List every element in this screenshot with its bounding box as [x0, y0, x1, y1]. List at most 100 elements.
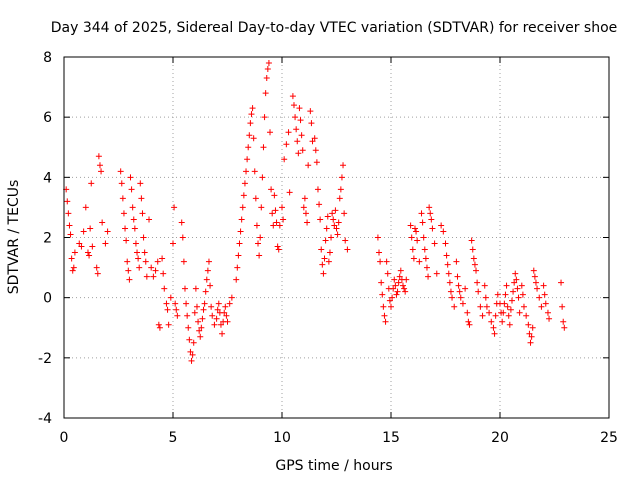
data-point: [296, 105, 303, 112]
data-point: [333, 225, 340, 232]
data-point: [154, 258, 161, 265]
data-point: [189, 351, 196, 358]
data-point: [280, 216, 287, 223]
data-point: [317, 216, 324, 223]
data-point: [80, 228, 87, 235]
data-point: [201, 300, 208, 307]
data-point: [302, 210, 309, 217]
data-point: [560, 318, 567, 325]
data-point: [93, 264, 100, 271]
data-point: [431, 240, 438, 247]
data-point: [409, 246, 416, 253]
data-point: [117, 168, 124, 175]
data-point: [507, 306, 514, 313]
data-point: [534, 285, 541, 292]
data-point: [506, 321, 513, 328]
data-point: [479, 312, 486, 319]
data-point: [304, 219, 311, 226]
data-point: [224, 318, 231, 325]
data-point: [309, 138, 316, 145]
data-point: [86, 252, 93, 259]
data-point: [196, 327, 203, 334]
data-point: [308, 120, 315, 127]
data-point: [384, 270, 391, 277]
data-point: [344, 246, 351, 253]
data-point: [136, 264, 143, 271]
y-tick-label: 4: [43, 170, 52, 186]
data-point: [516, 309, 523, 316]
data-point: [260, 144, 267, 151]
data-point: [559, 303, 566, 310]
data-point: [135, 255, 142, 262]
data-point: [285, 129, 292, 136]
data-point: [64, 198, 71, 205]
data-point: [183, 300, 190, 307]
data-point: [299, 147, 306, 154]
data-point: [200, 306, 207, 313]
data-point: [179, 234, 186, 241]
data-point: [325, 258, 332, 265]
data-point: [99, 219, 106, 226]
data-point: [66, 222, 73, 229]
x-tick-label: 25: [600, 430, 618, 446]
data-point: [292, 114, 299, 121]
data-point: [272, 207, 279, 214]
data-point: [98, 168, 105, 175]
data-point: [468, 237, 475, 244]
y-tick-label: 0: [43, 291, 52, 307]
y-tick-label: 2: [43, 231, 52, 247]
data-point: [328, 234, 335, 241]
data-point: [219, 330, 226, 337]
data-point: [198, 324, 205, 331]
data-point: [160, 270, 167, 277]
data-point: [324, 213, 331, 220]
y-tick-label: 6: [43, 110, 52, 126]
data-point: [234, 264, 241, 271]
data-point: [127, 174, 134, 181]
data-point: [381, 312, 388, 319]
data-point: [286, 189, 293, 196]
data-point: [483, 303, 490, 310]
data-point: [445, 270, 452, 277]
data-point: [251, 168, 258, 175]
x-tick-label: 20: [491, 430, 509, 446]
y-tick-label: 8: [43, 50, 52, 66]
data-point: [298, 132, 305, 139]
data-point: [192, 285, 199, 292]
data-point: [474, 279, 481, 286]
data-point: [314, 186, 321, 193]
data-point: [482, 294, 489, 301]
data-point: [141, 249, 148, 256]
data-point: [558, 279, 565, 286]
data-point: [379, 291, 386, 298]
data-point: [275, 246, 282, 253]
data-point: [488, 318, 495, 325]
data-point: [258, 204, 265, 211]
data-point: [440, 228, 447, 235]
data-point: [65, 210, 72, 217]
data-point: [281, 156, 288, 163]
data-point: [181, 285, 188, 292]
data-point: [444, 261, 451, 268]
data-point: [214, 306, 221, 313]
data-point: [186, 336, 193, 343]
data-point: [330, 216, 337, 223]
data-point: [541, 291, 548, 298]
data-point: [188, 357, 195, 364]
data-point: [78, 243, 85, 250]
data-point: [499, 318, 506, 325]
data-point: [376, 249, 383, 256]
data-point: [129, 204, 136, 211]
data-point: [336, 195, 343, 202]
data-point: [87, 225, 94, 232]
data-point: [442, 240, 449, 247]
data-point: [270, 222, 277, 229]
data-point: [421, 246, 428, 253]
data-point: [382, 318, 389, 325]
data-point: [530, 267, 537, 274]
x-tick-label: 10: [273, 430, 291, 446]
data-point: [425, 273, 432, 280]
data-point: [267, 129, 274, 136]
data-point: [332, 207, 339, 214]
data-point: [138, 195, 145, 202]
